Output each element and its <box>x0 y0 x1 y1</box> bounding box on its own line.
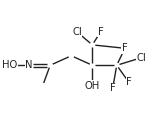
Text: F: F <box>126 77 132 87</box>
Text: N: N <box>25 60 33 70</box>
Text: OH: OH <box>85 81 100 91</box>
Text: F: F <box>110 83 116 93</box>
Text: HO: HO <box>2 60 17 70</box>
Text: Cl: Cl <box>72 27 82 37</box>
Text: Cl: Cl <box>136 53 146 63</box>
Text: F: F <box>122 43 128 53</box>
Text: F: F <box>98 27 103 37</box>
